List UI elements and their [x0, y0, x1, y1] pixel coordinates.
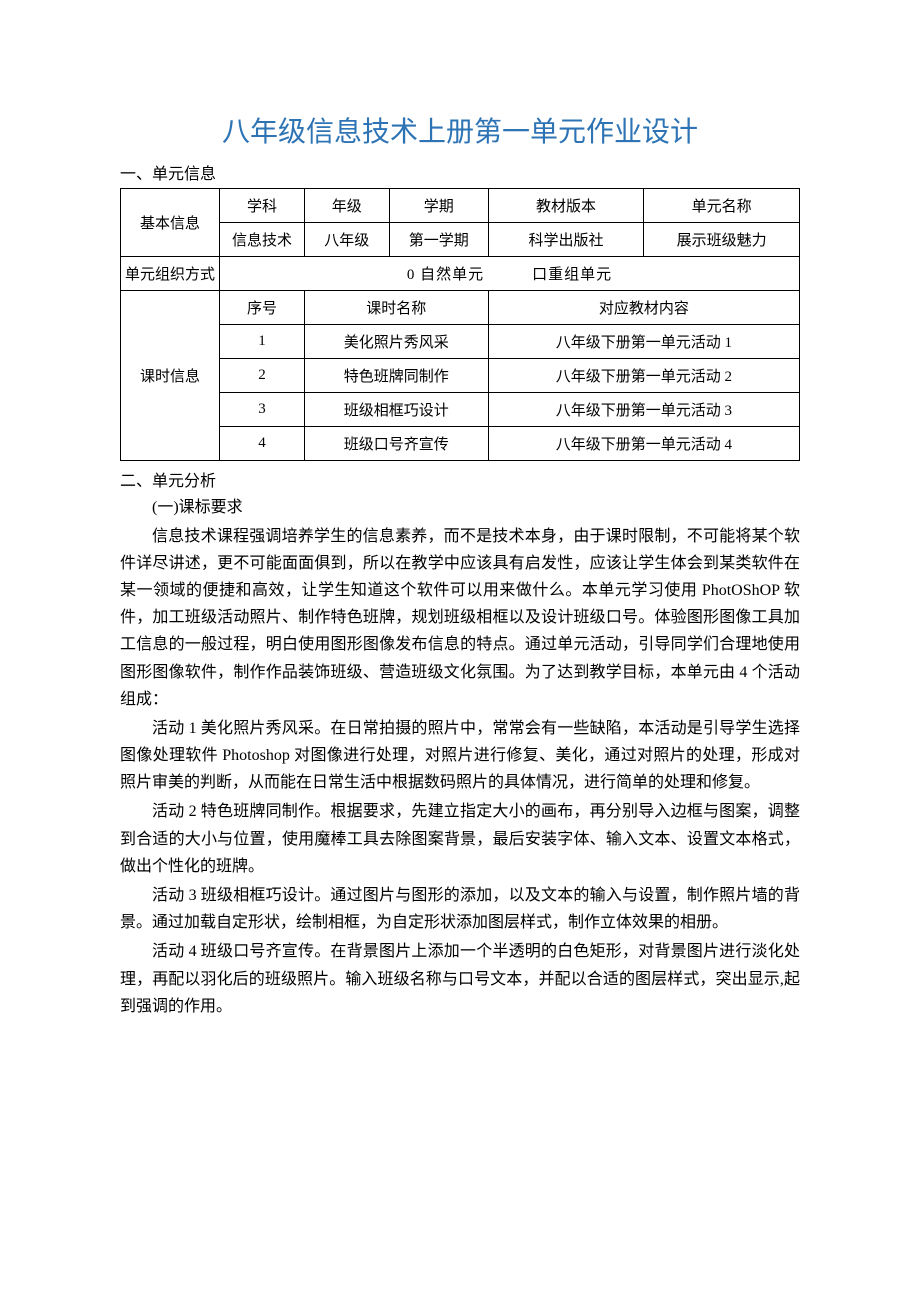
paragraph-2: 活动 1 美化照片秀风采。在日常拍摄的照片中，常常会有一些缺陷，本活动是引导学生…: [120, 715, 800, 797]
value-semester: 第一学期: [389, 223, 488, 257]
lesson-header-name: 课时名称: [304, 291, 488, 325]
table-header-row: 基本信息 学科 年级 学期 教材版本 单元名称: [121, 189, 800, 223]
lesson-content: 八年级下册第一单元活动 3: [488, 393, 799, 427]
header-textbook-version: 教材版本: [488, 189, 644, 223]
value-subject: 信息技术: [220, 223, 305, 257]
lesson-seq: 4: [220, 427, 305, 461]
lesson-seq: 1: [220, 325, 305, 359]
lesson-content: 八年级下册第一单元活动 1: [488, 325, 799, 359]
unit-info-table: 基本信息 学科 年级 学期 教材版本 单元名称 信息技术 八年级 第一学期 科学…: [120, 188, 800, 461]
header-unit-name: 单元名称: [644, 189, 800, 223]
lesson-row: 1 美化照片秀风采 八年级下册第一单元活动 1: [121, 325, 800, 359]
section2-heading: 二、单元分析: [120, 467, 800, 491]
value-grade: 八年级: [304, 223, 389, 257]
header-subject: 学科: [220, 189, 305, 223]
document-title: 八年级信息技术上册第一单元作业设计: [120, 110, 800, 150]
paragraph-1: 信息技术课程强调培养学生的信息素养，而不是技术本身，由于课时限制，不可能将某个软…: [120, 523, 800, 713]
value-unit-name: 展示班级魅力: [644, 223, 800, 257]
lesson-header-row: 课时信息 序号 课时名称 对应教材内容: [121, 291, 800, 325]
lesson-seq: 2: [220, 359, 305, 393]
paragraph-5: 活动 4 班级口号齐宣传。在背景图片上添加一个半透明的白色矩形，对背景图片进行淡…: [120, 938, 800, 1020]
lesson-header-content: 对应教材内容: [488, 291, 799, 325]
lesson-row: 2 特色班牌同制作 八年级下册第一单元活动 2: [121, 359, 800, 393]
lesson-content: 八年级下册第一单元活动 4: [488, 427, 799, 461]
lesson-name: 美化照片秀风采: [304, 325, 488, 359]
lesson-row: 4 班级口号齐宣传 八年级下册第一单元活动 4: [121, 427, 800, 461]
paragraph-3: 活动 2 特色班牌同制作。根据要求，先建立指定大小的画布，再分别导入边框与图案，…: [120, 798, 800, 880]
lesson-header-seq: 序号: [220, 291, 305, 325]
header-semester: 学期: [389, 189, 488, 223]
lesson-name: 班级相框巧设计: [304, 393, 488, 427]
lesson-seq: 3: [220, 393, 305, 427]
paragraph-4: 活动 3 班级相框巧设计。通过图片与图形的添加，以及文本的输入与设置，制作照片墙…: [120, 882, 800, 936]
lesson-row: 3 班级相框巧设计 八年级下册第一单元活动 3: [121, 393, 800, 427]
value-textbook-version: 科学出版社: [488, 223, 644, 257]
section1-heading: 一、单元信息: [120, 160, 800, 184]
lesson-info-label: 课时信息: [121, 291, 220, 461]
unit-org-options: 0 自然单元 口重组单元: [220, 257, 800, 291]
unit-org-label: 单元组织方式: [121, 257, 220, 291]
basic-info-label: 基本信息: [121, 189, 220, 257]
table-value-row: 信息技术 八年级 第一学期 科学出版社 展示班级魅力: [121, 223, 800, 257]
lesson-name: 特色班牌同制作: [304, 359, 488, 393]
header-grade: 年级: [304, 189, 389, 223]
subsection1-heading: (一)课标要求: [120, 495, 800, 521]
lesson-content: 八年级下册第一单元活动 2: [488, 359, 799, 393]
unit-org-row: 单元组织方式 0 自然单元 口重组单元: [121, 257, 800, 291]
lesson-name: 班级口号齐宣传: [304, 427, 488, 461]
